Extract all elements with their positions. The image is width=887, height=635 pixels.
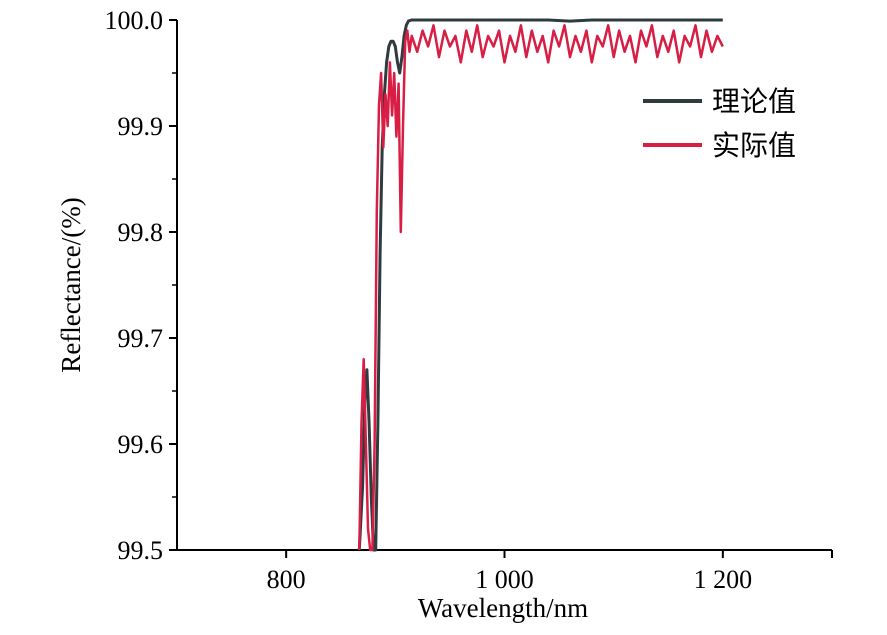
x-tick-label: 1 000 [475,565,534,594]
legend-label: 实际值 [712,129,796,162]
x-tick-label: 1 200 [694,565,753,594]
x-axis-title: Wavelength/nm [418,593,588,623]
y-tick-label: 99.5 [118,536,164,565]
legend-label: 理论值 [712,85,796,118]
y-tick-label: 100.0 [105,6,164,35]
y-tick-label: 99.6 [118,430,164,459]
axes: 99.5 99.6 99.7 99.8 99.9 100.0 800 1 000 1 200 [105,6,833,594]
series-line-1 [357,18,723,552]
y-tick-label: 99.8 [118,218,164,247]
x-tick-label: 800 [267,565,306,594]
y-tick-label: 99.9 [118,112,164,141]
series-line-2 [358,24,724,552]
y-tick-label: 99.7 [118,324,164,353]
series-lines [357,18,724,552]
y-axis-title: Reflectance/(%) [56,197,86,372]
